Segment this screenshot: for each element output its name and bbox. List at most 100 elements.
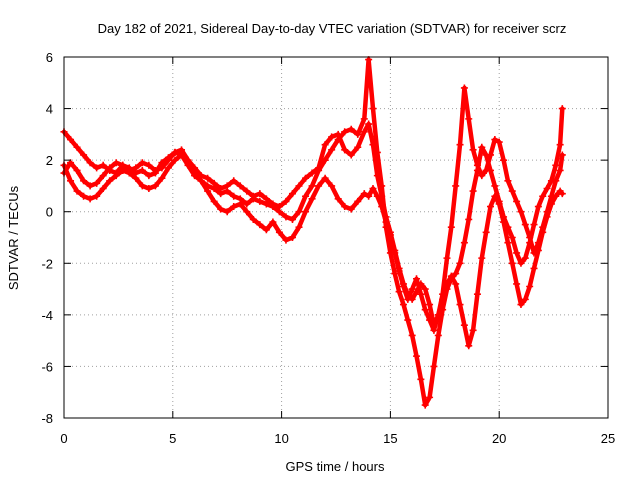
data-point — [386, 228, 394, 236]
data-point — [404, 316, 412, 324]
data-point — [465, 342, 473, 350]
data-point — [417, 290, 425, 298]
x-tick-label: 25 — [601, 431, 615, 446]
data-point — [539, 192, 547, 200]
data-point — [112, 172, 120, 180]
data-point — [408, 295, 416, 303]
data-point — [413, 288, 421, 296]
data-point — [334, 130, 342, 138]
data-point — [217, 205, 225, 213]
data-point — [486, 151, 494, 159]
data-point — [138, 182, 146, 190]
data-point — [456, 141, 464, 149]
data-point — [236, 200, 244, 208]
data-point — [236, 182, 244, 190]
data-point — [469, 326, 477, 334]
data-point — [288, 190, 296, 198]
data-point — [210, 197, 218, 205]
data-point — [482, 228, 490, 236]
data-point — [145, 172, 153, 180]
x-axis-label: GPS time / hours — [286, 459, 385, 474]
data-point — [230, 177, 238, 185]
data-point — [354, 197, 362, 205]
data-point — [408, 285, 416, 293]
data-point — [184, 156, 192, 164]
data-point — [417, 375, 425, 383]
data-point — [456, 259, 464, 267]
data-point — [288, 215, 296, 223]
data-point — [86, 182, 94, 190]
data-point — [558, 190, 566, 198]
data-point — [256, 190, 264, 198]
data-point — [80, 192, 88, 200]
data-point — [125, 166, 133, 174]
data-point — [132, 174, 140, 182]
grid-lines — [64, 57, 608, 418]
tick-labels: 0 5 10 15 20 25 -8 -6 -4 -2 0 2 4 6 — [41, 50, 615, 446]
data-point — [521, 295, 529, 303]
data-point — [469, 146, 477, 154]
data-point — [308, 169, 316, 177]
data-point — [334, 195, 342, 203]
data-point — [521, 254, 529, 262]
data-point — [434, 311, 442, 319]
data-point — [360, 128, 368, 136]
data-point — [106, 177, 114, 185]
x-tick-label: 10 — [274, 431, 288, 446]
data-point — [447, 272, 455, 280]
data-point — [256, 197, 264, 205]
axis-ticks — [63, 56, 609, 419]
data-point — [328, 182, 336, 190]
data-point — [443, 254, 451, 262]
data-point — [86, 159, 94, 167]
data-point — [145, 185, 153, 193]
data-point — [243, 208, 251, 216]
x-tick-label: 5 — [169, 431, 176, 446]
data-point — [158, 174, 166, 182]
data-point — [302, 208, 310, 216]
data-point — [341, 203, 349, 211]
data-point — [517, 259, 525, 267]
data-point — [500, 218, 508, 226]
data-point — [534, 239, 542, 247]
data-point — [230, 192, 238, 200]
data-point — [93, 164, 101, 172]
data-point — [413, 275, 421, 283]
data-point — [204, 187, 212, 195]
data-point — [504, 177, 512, 185]
data-point — [465, 215, 473, 223]
data-point — [508, 259, 516, 267]
data-point — [269, 200, 277, 208]
data-point — [513, 280, 521, 288]
data-point — [478, 143, 486, 151]
chart-title: Day 182 of 2021, Sidereal Day-to-day VTE… — [98, 21, 567, 36]
data-point — [500, 156, 508, 164]
data-point — [391, 270, 399, 278]
data-point — [517, 208, 525, 216]
data-point — [369, 185, 377, 193]
data-point — [145, 161, 153, 169]
data-point — [473, 290, 481, 298]
data-point — [67, 136, 75, 144]
data-point — [164, 164, 172, 172]
data-point — [495, 138, 503, 146]
data-point — [365, 120, 373, 128]
data-point — [151, 182, 159, 190]
data-point — [382, 213, 390, 221]
data-point — [421, 401, 429, 409]
data-point — [421, 306, 429, 314]
data-point — [164, 156, 172, 164]
data-point — [526, 282, 534, 290]
data-point — [530, 221, 538, 229]
data-point — [262, 195, 270, 203]
x-tick-label: 0 — [60, 431, 67, 446]
data-point — [521, 221, 529, 229]
data-point — [80, 151, 88, 159]
data-point — [112, 159, 120, 167]
data-point — [132, 164, 140, 172]
data-points — [60, 56, 566, 409]
data-point — [282, 213, 290, 221]
data-point — [67, 177, 75, 185]
data-point — [217, 185, 225, 193]
